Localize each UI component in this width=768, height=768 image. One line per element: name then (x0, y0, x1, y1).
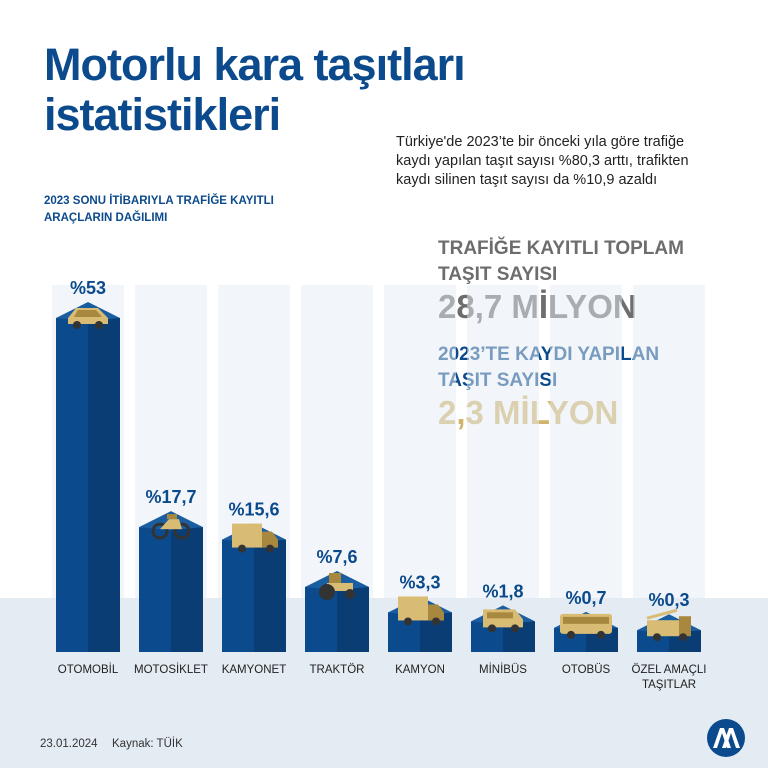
total-label-line-2: TAŞIT SAYISI (438, 264, 558, 285)
special-vehicle-icon (646, 608, 691, 642)
aa-logo (707, 719, 745, 757)
bar-bg-column (384, 285, 456, 652)
minibus-icon (483, 609, 523, 633)
section-label-line-2: ARAÇLARIN DAĞILIMI (44, 212, 168, 224)
bar-value-label: %17,7 (145, 487, 196, 507)
subtitle-line-1: Türkiye'de 2023’te bir önceki yıla göre … (396, 134, 685, 150)
category-label: TRAKTÖR (310, 664, 365, 676)
category-label: MİNİBÜS (479, 663, 527, 676)
bar-side (586, 627, 618, 652)
category-label: KAMYON (395, 664, 445, 676)
total-vehicles-label: TRAFİĞE KAYITLI TOPLAM TAŞIT SAYISI (438, 236, 748, 288)
bar-value-label: %3,3 (399, 572, 440, 592)
bar-value-label: %15,6 (228, 500, 279, 520)
bar-bg-column (633, 285, 705, 652)
car-icon (68, 308, 108, 329)
section-label-line-1: 2023 SONU İTİBARIYLA TRAFİĞE KAYITLI (44, 195, 274, 207)
chart-section-label: 2023 SONU İTİBARIYLA TRAFİĞE KAYITLI ARA… (44, 193, 344, 227)
category-label: TAŞITLAR (642, 679, 696, 691)
source-credit: Kaynak: TÜİK (112, 738, 183, 750)
bar-bg-column (467, 285, 539, 652)
category-label: OTOMOBİL (58, 663, 119, 676)
page-title: Motorlu kara taşıtları istatistikleri (44, 39, 466, 140)
category-label: KAMYONET (222, 664, 287, 676)
bus-icon (560, 613, 612, 639)
bar-value-label: %1,8 (482, 581, 523, 601)
bar-side (88, 318, 120, 652)
publish-date: 23.01.2024 (40, 738, 98, 750)
bar-side (254, 539, 286, 652)
bar-side (420, 612, 452, 652)
truck-icon (398, 596, 444, 626)
category-label: ÖZEL AMAÇLI (632, 664, 707, 676)
bar-side (503, 621, 535, 652)
subtitle: Türkiye'de 2023’te bir önceki yıla göre … (396, 133, 736, 190)
tractor-icon (319, 572, 355, 600)
bar-bg-column (550, 285, 622, 652)
subtitle-line-2: kaydı yapılan taşıt sayısı %80,3 arttı, … (396, 153, 689, 169)
category-label: MOTOSİKLET (134, 663, 208, 676)
total-label-line-1: TRAFİĞE KAYITLI TOPLAM (438, 238, 684, 259)
bar-value-label: %7,6 (316, 547, 357, 567)
motorcycle-icon (151, 514, 191, 540)
bar-value-label: %53 (70, 278, 106, 298)
bar-value-label: %0,7 (565, 588, 606, 608)
van-icon (232, 523, 278, 553)
title-line-2: istatistikleri (44, 89, 281, 140)
title-line-1: Motorlu kara taşıtları (44, 39, 466, 90)
bar-side (171, 527, 203, 652)
bar-side (337, 586, 369, 652)
category-label: OTOBÜS (562, 664, 611, 676)
bar-value-label: %0,3 (648, 590, 689, 610)
subtitle-line-3: kaydı silinen taşıt sayısı da %10,9 azal… (396, 172, 658, 188)
